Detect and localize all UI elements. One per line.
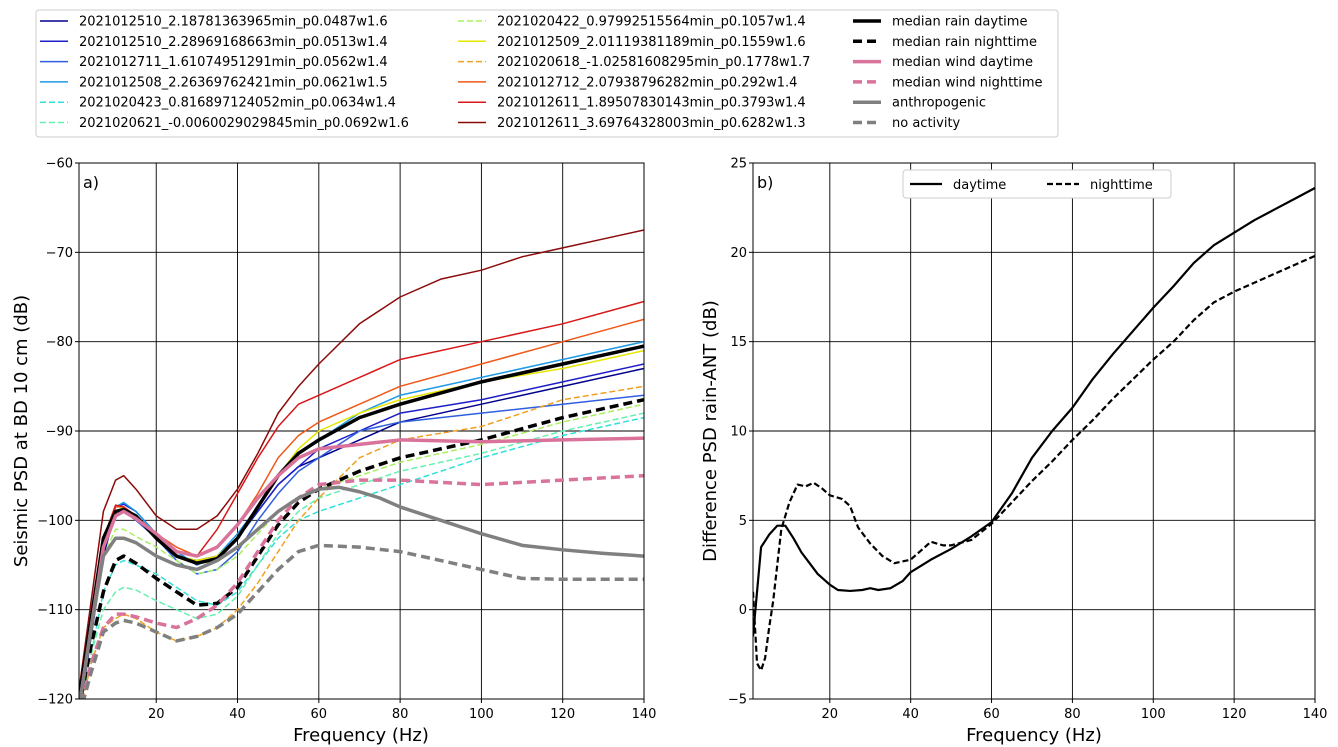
panel-b-xtick-label: 80 — [1064, 707, 1081, 722]
series-line-2021012611-1-89507830143min-p0-3793w1-4 — [79, 300, 644, 699]
panel-b-ytick-label: 20 — [730, 246, 747, 261]
panel-a-xtick-label: 140 — [632, 707, 657, 722]
panel-b-xtick-label: 140 — [1303, 707, 1328, 722]
panel-b-series — [753, 187, 1315, 672]
legend-top: 2021012510_2.18781363965min_p0.0487w1.6 2… — [35, 9, 1059, 138]
series-line-2021012611-3-69764328003min-p0-6282w1-3 — [79, 229, 644, 691]
panel-a-ytick-label: −60 — [46, 157, 73, 172]
panel-b-xtick-label: 60 — [983, 707, 1000, 722]
series-line-median-rain-daytime — [79, 344, 644, 699]
panel-b-legend-frame — [902, 169, 1172, 199]
series-line-2021020422-0-97992515564min-p0-1057w1-4 — [79, 403, 644, 699]
panel-a-xticks: 20 40 60 80 100 120 140 — [148, 699, 656, 722]
panel-b-grid — [753, 162, 1316, 700]
series-line-daytime — [753, 187, 1315, 637]
panel-a-ytick-label: −110 — [37, 603, 73, 618]
panel-a: 20 40 60 80 100 120 140 −120−110−100−90−80−70−… — [11, 157, 656, 747]
legend-entry-label: 2021020621_-0.0060029029845min_p0.0692w1… — [79, 116, 409, 131]
panel-b-ytick-label: 5 — [739, 514, 747, 529]
panel-a-xtick-label: 100 — [469, 707, 494, 722]
panel-b: 20 40 60 80 100 120 140 −5 0 5 10 15 20 25 b) Freque… — [700, 157, 1327, 747]
panel-b-ytick-label: 15 — [730, 335, 747, 350]
panel-b-xtick-label: 120 — [1222, 707, 1247, 722]
panel-b-xtick-label: 40 — [902, 707, 919, 722]
legend-entry-label: 2021012508_2.26369762421min_p0.0621w1.5 — [79, 75, 388, 90]
panel-a-xtick-label: 40 — [229, 707, 246, 722]
panel-b-ytick-label: −5 — [728, 693, 747, 708]
panel-b-ytick-label: 10 — [730, 425, 747, 440]
legend-entry-label: 2021012510_2.18781363965min_p0.0487w1.6 — [79, 15, 388, 30]
legend-entry-label: 2021012611_3.69764328003min_p0.6282w1.3 — [497, 116, 806, 131]
series-line-no-activity — [82, 543, 644, 699]
panel-a-xtick-label: 80 — [392, 707, 409, 722]
panel-a-ytick-label: −70 — [46, 246, 73, 261]
legend-entry-label: 2021012711_1.61074951291min_p0.0562w1.4 — [79, 55, 388, 70]
series-line-2021020621-0-0060029029845min-p0-0692w1-6 — [81, 412, 644, 699]
panel-a-label: a) — [83, 173, 99, 192]
panel-a-ytick-label: −80 — [46, 335, 73, 350]
panel-b-ylabel: Difference PSD rain-ANT (dB) — [700, 300, 721, 562]
legend-entry-label: anthropogenic — [892, 96, 986, 111]
legend-entry-label: 2021020423_0.816897124052min_p0.0634w1.4 — [79, 96, 396, 111]
panel-b-yticks: −5 0 5 10 15 20 25 — [728, 157, 753, 708]
series-line-nighttime — [753, 254, 1315, 672]
legend-entry-label: 2021012510_2.28969168663min_p0.0513w1.4 — [79, 35, 388, 50]
legend-entry-label: 2021020618_-1.02581608295min_p0.1778w1.7 — [497, 55, 810, 70]
panel-b-xticks: 20 40 60 80 100 120 140 — [822, 699, 1328, 722]
legend-entry-label: 2021020422_0.97992515564min_p0.1057w1.4 — [497, 15, 806, 30]
panel-b-xlabel: Frequency (Hz) — [966, 725, 1102, 746]
series-line-2021020423-0-816897124052min-p0-0634w1-4 — [81, 416, 644, 699]
legend-entry-label: 2021012712_2.07938796282min_p0.292w1.4 — [497, 75, 797, 90]
legend-entry-label: 2021012509_2.01119381189min_p0.1559w1.6 — [497, 35, 806, 50]
panel-a-xlabel: Frequency (Hz) — [293, 725, 429, 746]
panel-b-ytick-label: 25 — [730, 157, 747, 172]
panel-b-label: b) — [757, 173, 773, 192]
series-line-median-wind-nighttime — [81, 473, 644, 699]
panel-a-ylabel: Seismic PSD at BD 10 cm (dB) — [11, 295, 32, 567]
legend-entry-label: median wind nighttime — [892, 75, 1043, 90]
legend-entry-label: 2021012611_1.89507830143min_p0.3793w1.4 — [497, 96, 806, 111]
series-line-median-rain-nighttime — [79, 398, 644, 699]
panel-a-yticks: −120 −110 −100 −90 −80 −70 −60 — [37, 157, 79, 708]
series-line-2021020618-1-02581608295min-p0-1778w1-7 — [82, 385, 644, 699]
legend-entry-label: median rain daytime — [892, 15, 1027, 30]
panel-a-xtick-label: 120 — [550, 707, 575, 722]
legend-entry-label: median rain nighttime — [892, 35, 1037, 50]
panel-b-legend-label: nighttime — [1090, 178, 1153, 193]
panel-b-xtick-label: 100 — [1141, 707, 1166, 722]
panel-b-xtick-label: 20 — [822, 707, 839, 722]
legend-entry-label: no activity — [892, 116, 961, 131]
panel-a-ytick-label: −90 — [46, 425, 73, 440]
series-line-median-wind-daytime — [79, 436, 644, 699]
panel-b-legend-label: daytime — [953, 178, 1006, 193]
panel-a-xtick-label: 20 — [148, 707, 165, 722]
panel-a-xtick-label: 60 — [311, 707, 328, 722]
panel-a-ytick-label: −120 — [37, 693, 73, 708]
legend-frame — [35, 9, 1059, 138]
legend-entry-label: median wind daytime — [892, 55, 1033, 70]
panel-a-series — [79, 229, 644, 699]
panel-b-ytick-label: 0 — [739, 603, 747, 618]
series-line-anthropogenic — [79, 485, 644, 699]
panel-b-legend: daytime nighttime — [902, 169, 1172, 199]
panel-a-ytick-label: −100 — [37, 514, 73, 529]
